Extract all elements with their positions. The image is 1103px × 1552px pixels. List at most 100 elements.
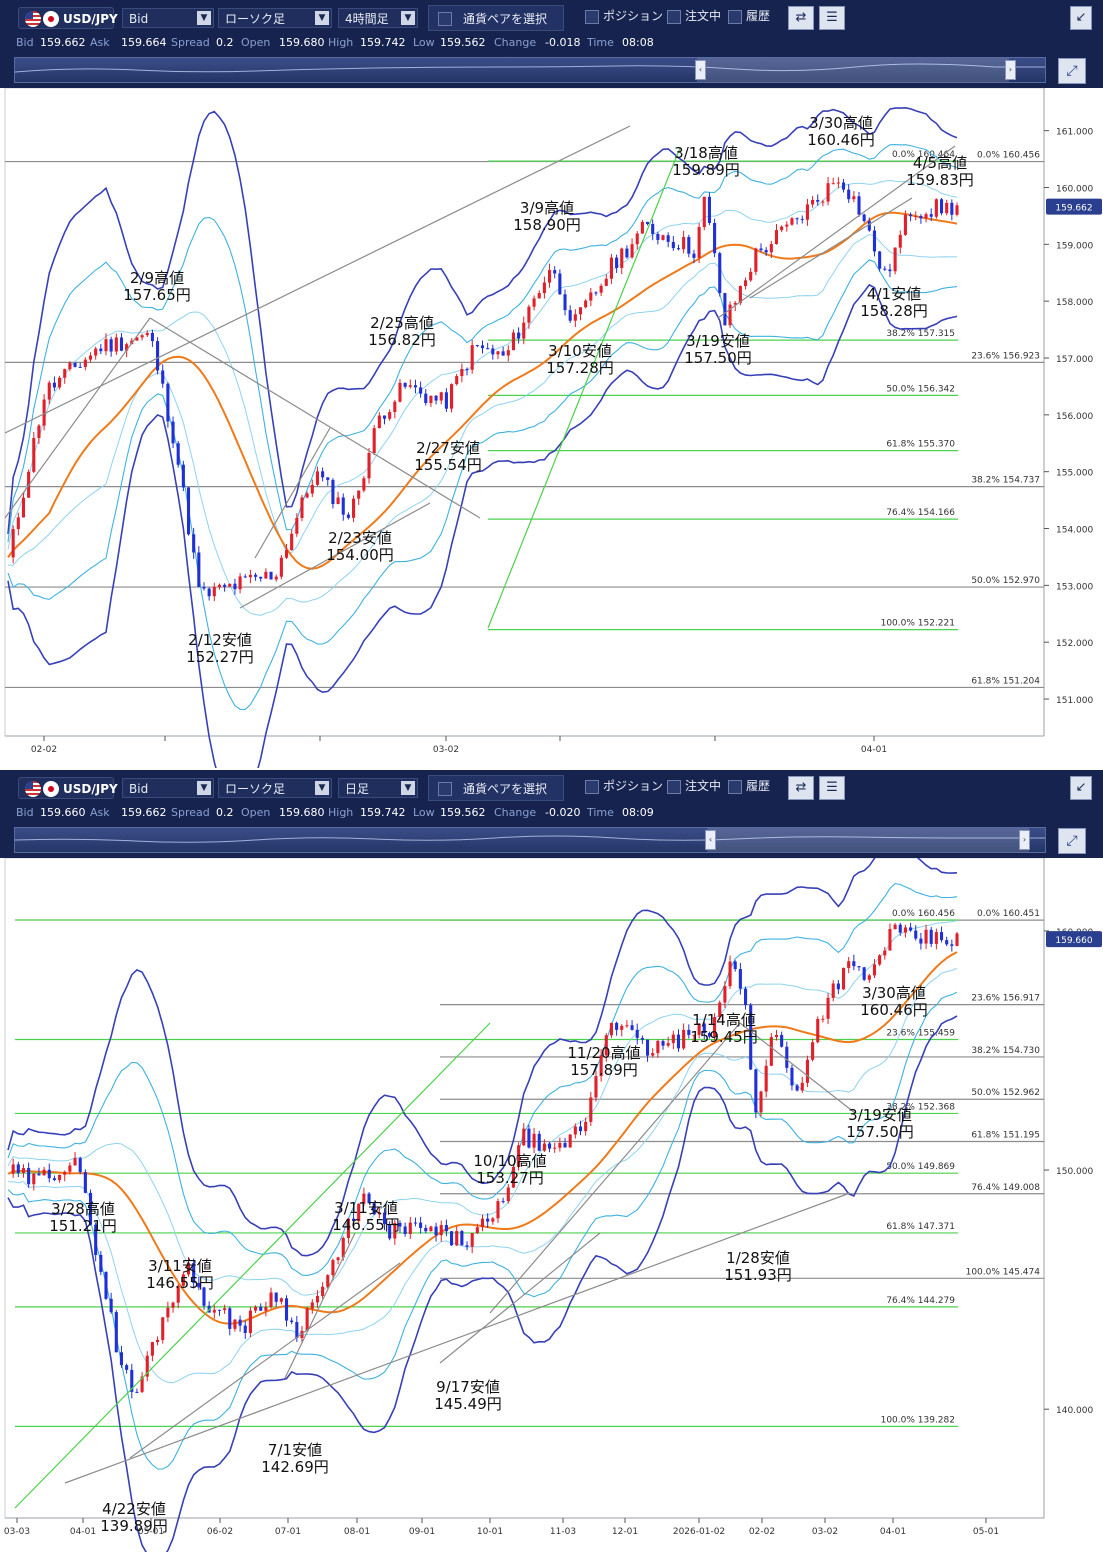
orders-checkbox[interactable]	[667, 10, 681, 24]
expand-icon[interactable]: ⤢	[1058, 828, 1086, 854]
candle-body	[852, 961, 856, 967]
candle	[450, 383, 454, 413]
history-checkbox[interactable]	[728, 780, 742, 794]
candle-body	[816, 199, 820, 202]
collapse-icon[interactable]: ↙	[1070, 776, 1092, 800]
candle-body	[841, 968, 846, 990]
timeframe-select[interactable]: 日足 ▼	[338, 778, 418, 798]
change-label: Change	[494, 806, 537, 819]
navigator-right-handle[interactable]: ›	[1019, 830, 1030, 850]
candle-body	[950, 202, 954, 215]
fib-label: 100.0% 145.474	[966, 1267, 1041, 1277]
select-pair-checkbox[interactable]	[438, 782, 452, 796]
candle-body	[682, 237, 686, 250]
candle	[790, 1064, 794, 1091]
candle	[326, 477, 330, 486]
candle-body	[867, 975, 871, 980]
candle-body	[599, 1055, 603, 1077]
expand-icon[interactable]: ⤢	[1058, 58, 1086, 84]
candle	[336, 491, 340, 505]
candle-body	[264, 1306, 268, 1311]
candle	[78, 1156, 82, 1175]
orders-checkbox[interactable]	[667, 780, 681, 794]
candle-body	[568, 310, 572, 321]
timeframe-select[interactable]: 4時間足 ▼	[338, 8, 418, 28]
candle-body	[228, 583, 232, 587]
candle	[826, 176, 830, 206]
candle-body	[821, 201, 825, 203]
chart-tool-icon[interactable]: ⇄	[788, 6, 814, 30]
candle-body	[315, 1295, 320, 1303]
settings-panel-icon[interactable]: ☰	[819, 6, 845, 30]
candle-body	[537, 293, 541, 299]
jp-flag-icon	[43, 781, 59, 797]
candle-body	[491, 348, 495, 355]
candle	[398, 379, 402, 403]
navigator-left-handle[interactable]: ‹	[705, 830, 716, 850]
chart-navigator[interactable]: ‹ ›	[14, 827, 1046, 853]
chart-tool-icon[interactable]: ⇄	[788, 776, 814, 800]
positions-checkbox[interactable]	[585, 780, 599, 794]
settings-panel-icon[interactable]: ☰	[819, 776, 845, 800]
history-checkbox[interactable]	[728, 10, 742, 24]
candle-body	[934, 199, 938, 217]
candle-body	[702, 1023, 706, 1034]
collapse-icon[interactable]: ↙	[1070, 6, 1092, 30]
candle-body	[295, 518, 299, 534]
candle	[434, 394, 438, 405]
candle-body	[640, 1037, 644, 1040]
select-pair-button[interactable]: 通貨ペアを選択	[428, 775, 564, 801]
candle	[290, 1317, 294, 1325]
candle-body	[310, 1302, 314, 1309]
candle-body	[542, 1143, 546, 1151]
candle	[841, 967, 846, 991]
candle	[604, 1033, 608, 1062]
price-type-select[interactable]: Bid ▼	[122, 8, 214, 28]
navigator-right-handle[interactable]: ›	[1005, 60, 1016, 80]
candle-body	[119, 337, 124, 351]
candle	[939, 198, 944, 216]
y-tick-label: 153.000	[1056, 582, 1093, 592]
select-pair-button[interactable]: 通貨ペアを選択	[428, 5, 564, 31]
currency-pair-button[interactable]: USD/JPY	[18, 7, 118, 29]
candle	[805, 1055, 809, 1088]
candle-body	[362, 478, 366, 491]
history-label: 履歴	[746, 9, 771, 23]
candle	[186, 487, 191, 536]
price-type-label: Bid	[129, 12, 149, 26]
candle	[352, 1213, 356, 1222]
price-chart[interactable]: 161.000 160.000 159.000 158.000 157.000 156.0…	[0, 88, 1103, 768]
candle	[367, 448, 371, 484]
y-tick-label: 158.000	[1056, 298, 1093, 308]
chevron-down-icon: ▼	[197, 781, 211, 795]
candle-body	[800, 218, 804, 220]
candle-body	[42, 1169, 46, 1176]
candle-body	[243, 576, 247, 578]
positions-checkbox[interactable]	[585, 10, 599, 24]
navigator-left-handle[interactable]: ‹	[695, 60, 706, 80]
annotation-label: 3/28高値	[51, 1200, 115, 1218]
candle-body	[300, 497, 304, 519]
price-chart[interactable]: 160.000150.000140.00003-0304-0105-0106-0…	[0, 858, 1103, 1552]
candle	[584, 299, 588, 309]
candle	[640, 1035, 644, 1044]
currency-pair-button[interactable]: USD/JPY	[18, 777, 118, 799]
candle-body	[233, 1319, 237, 1329]
x-tick-label: 04-01	[70, 1527, 96, 1537]
candle-body	[836, 983, 840, 990]
chart-navigator[interactable]: ‹ ›	[14, 57, 1046, 83]
select-pair-checkbox[interactable]	[438, 12, 452, 26]
candle-body	[197, 552, 201, 587]
candle	[692, 249, 696, 264]
chart-type-select[interactable]: ローソク足 ▼	[218, 778, 332, 798]
candle	[315, 466, 320, 487]
candle-body	[914, 216, 918, 218]
chart-type-select[interactable]: ローソク足 ▼	[218, 8, 332, 28]
candle-body	[723, 293, 727, 326]
bid-label: Bid	[16, 806, 34, 819]
candle	[186, 1257, 191, 1277]
candle	[42, 1166, 46, 1176]
candle-body	[450, 1231, 454, 1246]
candle	[455, 373, 459, 386]
price-type-select[interactable]: Bid ▼	[122, 778, 214, 798]
